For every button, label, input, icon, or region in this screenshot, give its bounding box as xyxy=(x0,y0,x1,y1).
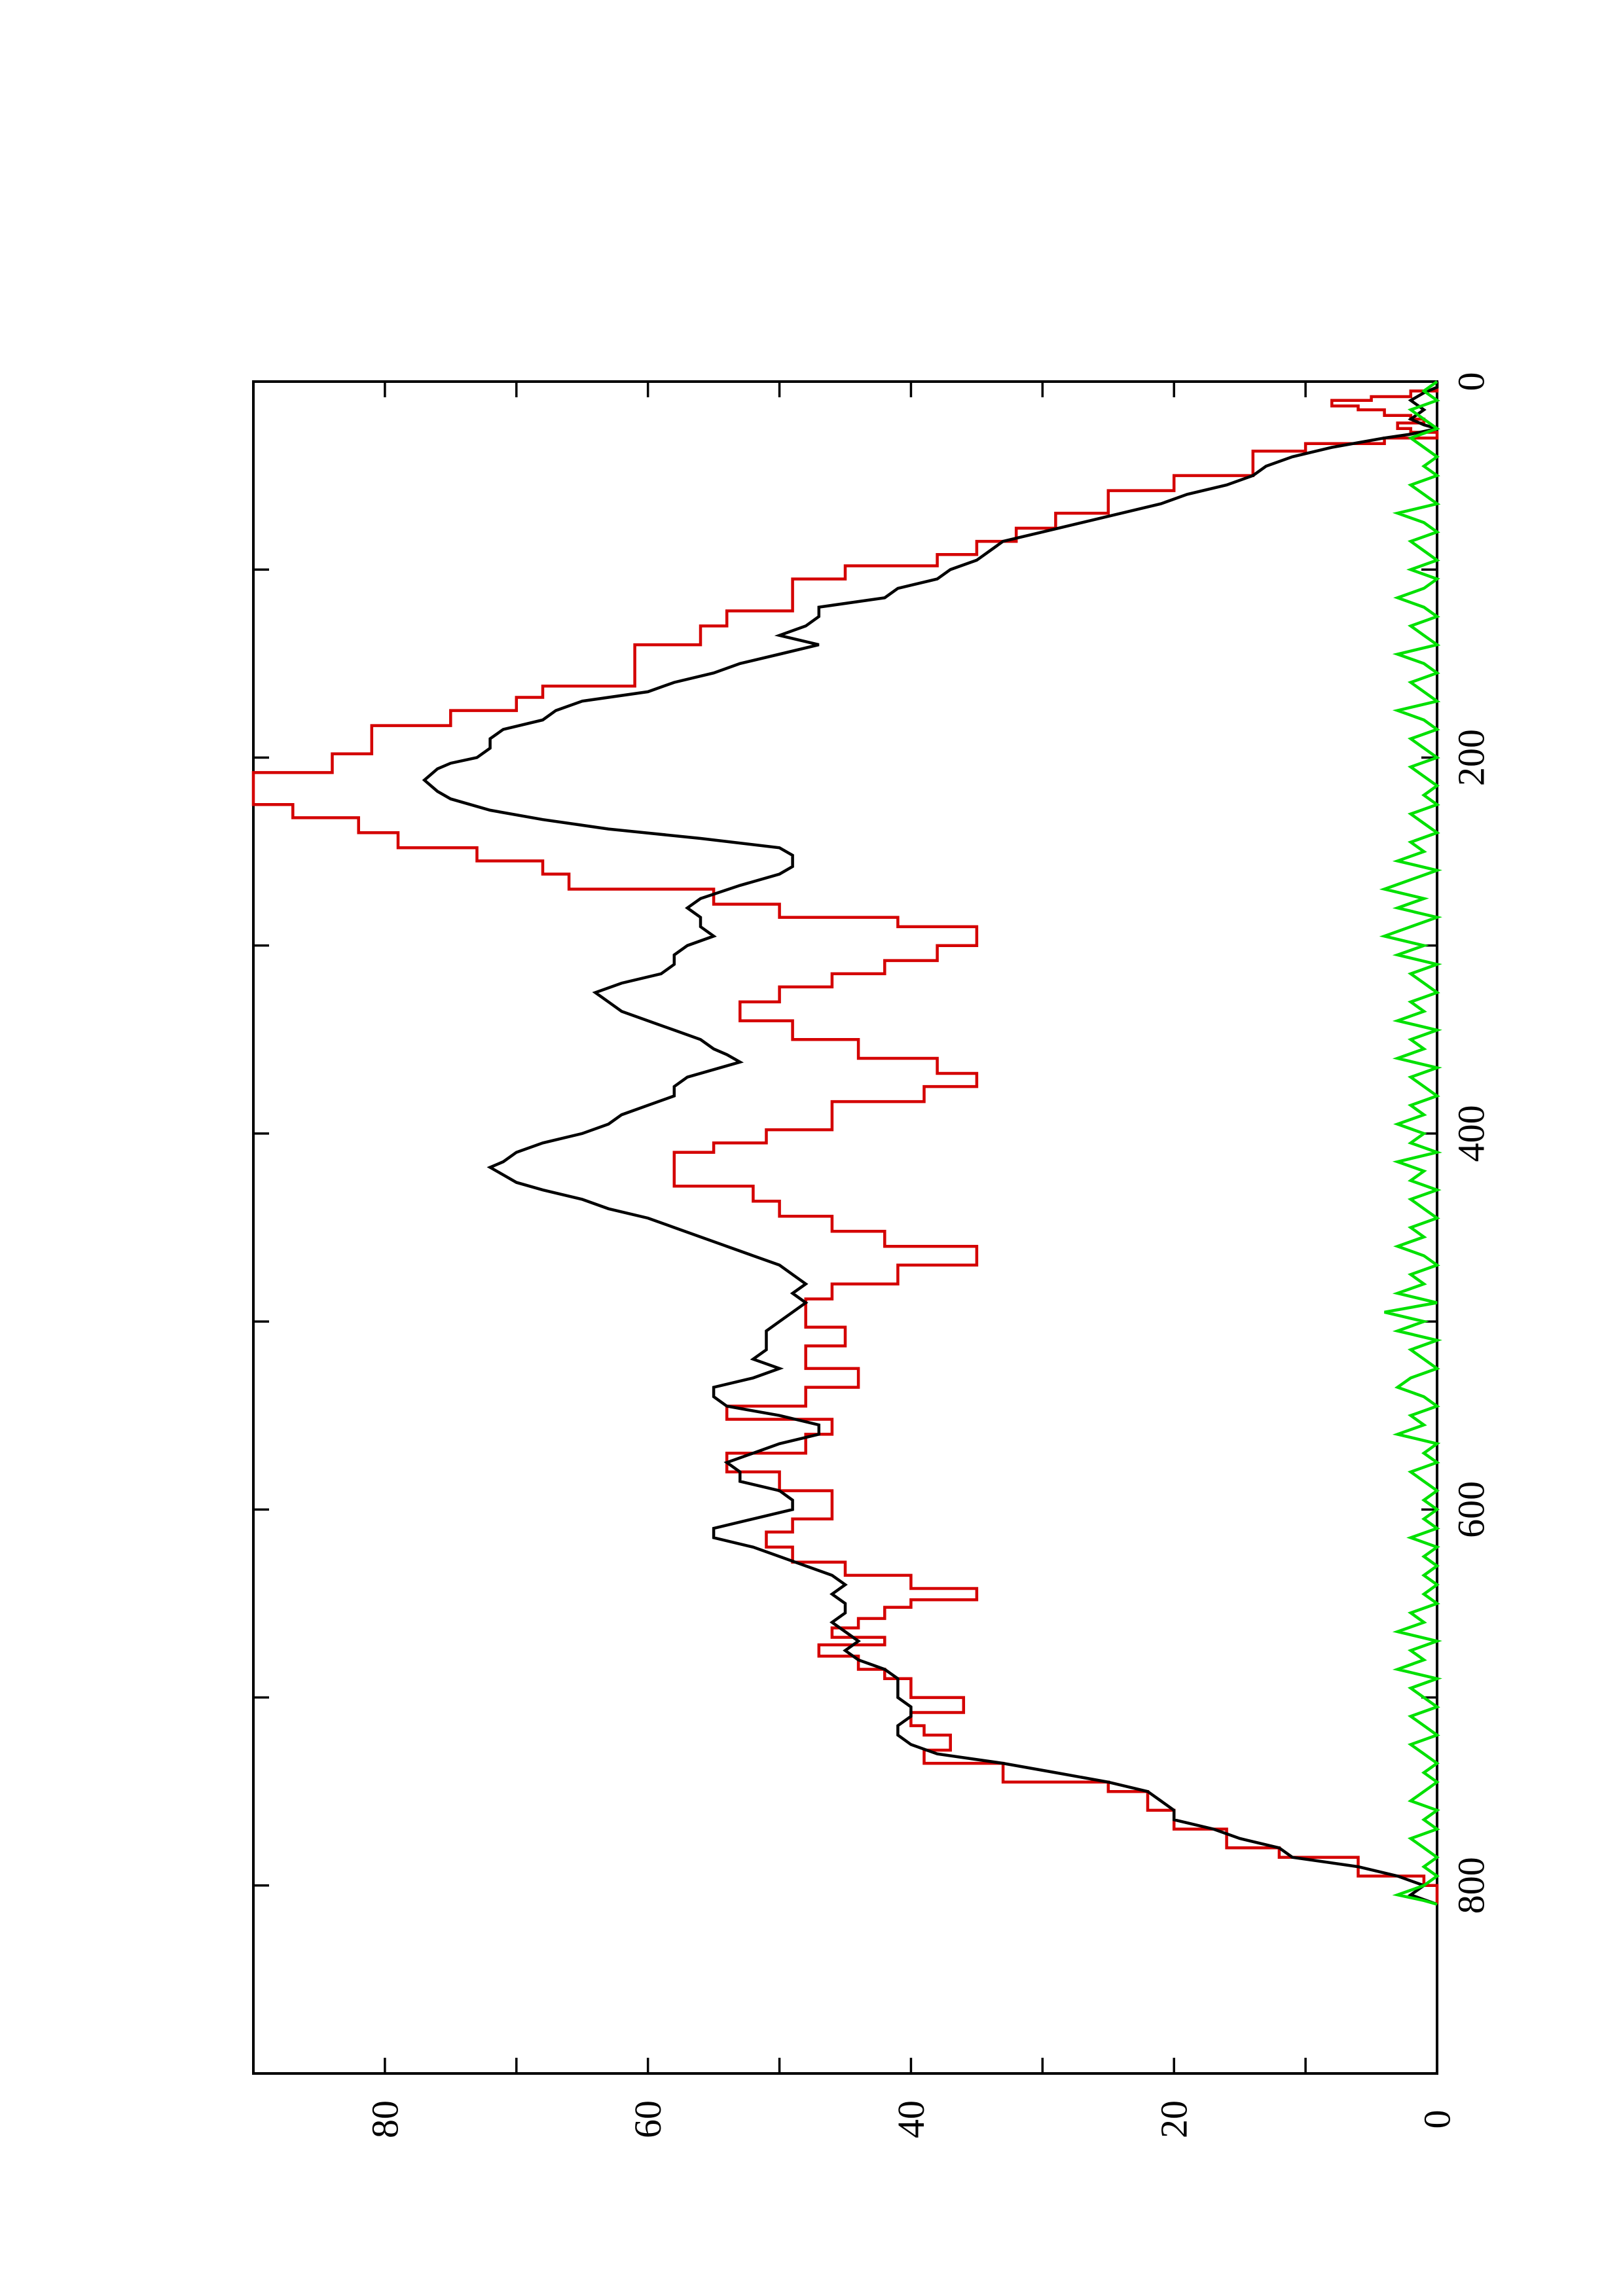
y-tick-label: 60 xyxy=(627,2100,669,2138)
y-tick-label: 40 xyxy=(890,2100,932,2138)
green-noise-series xyxy=(1379,380,1442,1906)
x-tick-label: 400 xyxy=(1450,1105,1493,1162)
tick-marks xyxy=(252,380,1438,2075)
x-tick-label: 800 xyxy=(1450,1857,1493,1914)
red-step-series xyxy=(251,382,1439,1905)
y-tick-label: 80 xyxy=(363,2100,406,2138)
y-tick-label: 0 xyxy=(1416,2110,1459,2129)
black-line-series xyxy=(422,382,1439,1906)
tick-labels: 0 200 400 600 800 0 20 40 60 80 xyxy=(363,372,1492,2139)
series-layer xyxy=(251,380,1442,1906)
y-tick-label: 20 xyxy=(1153,2100,1195,2138)
x-tick-label: 200 xyxy=(1450,729,1493,786)
plot-frame xyxy=(252,380,1438,2075)
x-tick-label: 0 xyxy=(1450,372,1493,391)
x-tick-label: 600 xyxy=(1450,1481,1493,1538)
